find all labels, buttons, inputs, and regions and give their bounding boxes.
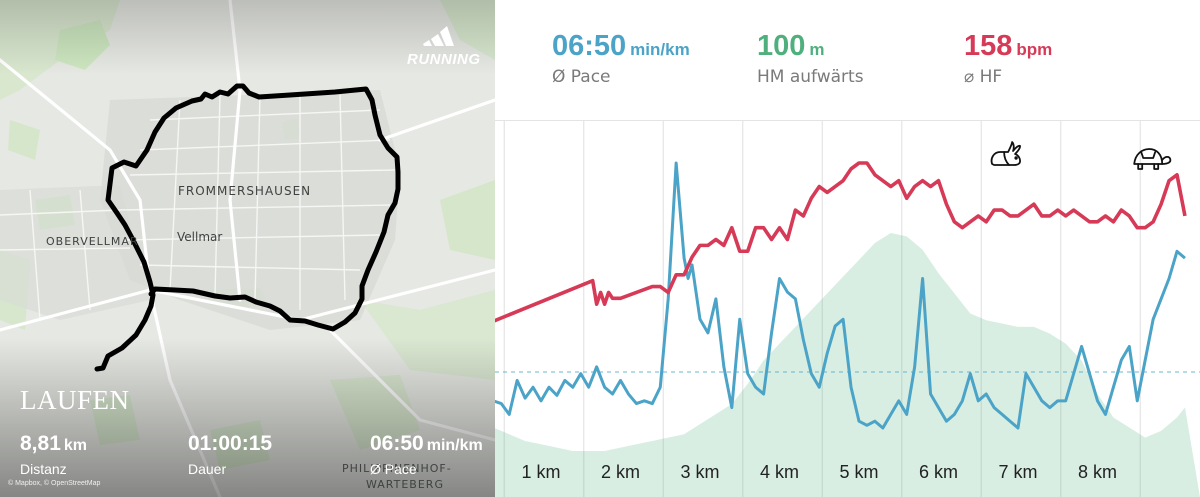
pace-label: Ø Pace xyxy=(370,461,417,477)
place-label-warteberg: WARTEBERG xyxy=(366,478,444,491)
x-tick-label: 8 km xyxy=(1078,462,1117,482)
metric-pace-label: Ø Pace xyxy=(552,67,611,87)
pace-unit: min/km xyxy=(426,437,483,454)
x-tick-label: 2 km xyxy=(601,462,640,482)
stat-pace: 06:50 min/km Ø Pace xyxy=(370,432,483,477)
metric-pace[interactable]: 06:50 min/km Ø Pace xyxy=(552,30,690,87)
x-axis-labels: 1 km 2 km 3 km 4 km 5 km 6 km 7 km 8 km xyxy=(521,462,1117,482)
stat-duration: 01:00:15 Dauer xyxy=(188,432,272,477)
metric-pace-value: 06:50 xyxy=(552,30,627,62)
metric-elevation-value: 100 xyxy=(757,30,806,62)
distance-unit: km xyxy=(63,437,87,454)
x-tick-label: 5 km xyxy=(839,462,878,482)
duration-label: Dauer xyxy=(188,461,227,477)
chart-grid xyxy=(495,120,1200,497)
distance-value: 8,81 xyxy=(20,432,61,455)
place-label-obervellmar: OBERVELLMAR xyxy=(46,235,139,248)
x-tick-label: 3 km xyxy=(680,462,719,482)
rabbit-icon xyxy=(990,141,1022,166)
brand: RUNNING xyxy=(407,22,481,72)
map-attribution[interactable]: © Mapbox, © OpenStreetMap xyxy=(8,480,101,487)
x-tick-label: 6 km xyxy=(919,462,958,482)
pace-series-line xyxy=(495,161,1186,430)
metric-heart-rate[interactable]: 158 bpm ⌀ HF xyxy=(964,30,1052,87)
metric-elevation-label: HM aufwärts xyxy=(757,67,864,87)
activity-chart-panel: 06:50 min/km Ø Pace 100 m HM aufwärts 158 b… xyxy=(495,0,1200,497)
turtle-icon xyxy=(1133,148,1172,170)
route-map[interactable]: FROMMERSHAUSEN OBERVELLMAR Vellmar PHILI… xyxy=(0,0,495,497)
x-tick-label: 4 km xyxy=(760,462,799,482)
place-label-vellmar: Vellmar xyxy=(177,230,223,244)
metric-heart-rate-label: ⌀ HF xyxy=(964,67,1003,87)
distance-label: Distanz xyxy=(20,461,67,477)
metric-elevation-unit: m xyxy=(809,40,825,59)
activity-chart[interactable]: 1 km 2 km 3 km 4 km 5 km 6 km 7 km 8 km xyxy=(495,120,1200,497)
duration-value: 01:00:15 xyxy=(188,432,273,455)
metric-pace-unit: min/km xyxy=(630,40,690,59)
place-label-frommershausen: FROMMERSHAUSEN xyxy=(178,184,312,198)
adidas-logo-icon xyxy=(423,26,454,46)
x-tick-label: 7 km xyxy=(998,462,1037,482)
map-canvas xyxy=(0,0,495,497)
metric-elevation[interactable]: 100 m HM aufwärts xyxy=(757,30,864,87)
brand-name: RUNNING xyxy=(407,51,481,68)
x-tick-label: 1 km xyxy=(521,462,560,482)
stat-distance: 8,81 km Distanz xyxy=(20,432,87,477)
pace-value: 06:50 xyxy=(370,432,424,455)
activity-title: LAUFEN xyxy=(20,385,130,415)
metric-heart-rate-value: 158 xyxy=(964,30,1013,62)
heart-rate-series-line xyxy=(495,161,1187,323)
place-label-philippinenhof: PHILIPPINENHOF- xyxy=(342,462,452,475)
metric-heart-rate-unit: bpm xyxy=(1016,40,1053,59)
